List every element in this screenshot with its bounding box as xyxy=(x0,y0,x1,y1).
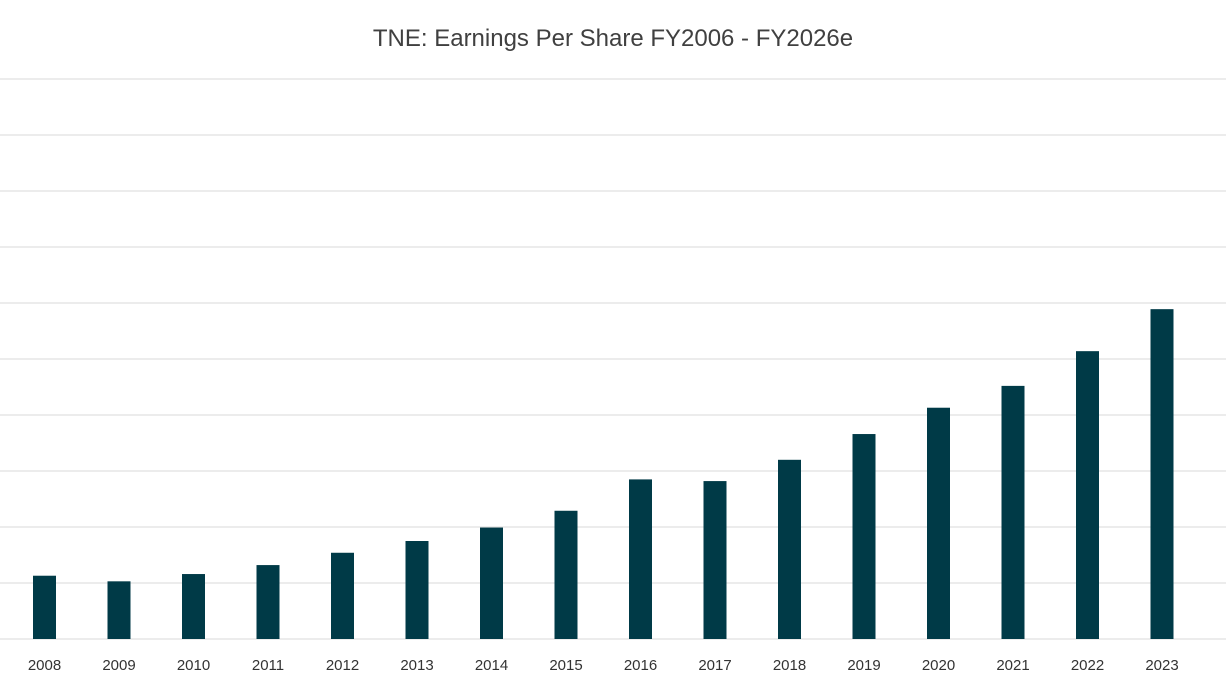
bar-2010 xyxy=(182,574,205,639)
bar-2022 xyxy=(1076,351,1099,639)
x-tick-label-2010: 2010 xyxy=(177,657,210,674)
x-axis-tick-labels: 2008 2009 2010 2011 2012 2013 2014 2015 2016 2017… xyxy=(28,657,1179,674)
bar-2008 xyxy=(33,575,56,639)
bar-2020 xyxy=(927,407,950,639)
bar-2014 xyxy=(480,527,503,639)
x-tick-label-2019: 2019 xyxy=(847,657,880,674)
chart-title: TNE: Earnings Per Share FY2006 - FY2026e xyxy=(373,25,853,52)
bar-2009 xyxy=(107,581,131,639)
bar-2011 xyxy=(256,565,280,639)
bar-2013 xyxy=(405,541,429,639)
x-tick-label-2017: 2017 xyxy=(698,657,731,674)
bar-series xyxy=(33,309,1174,639)
x-tick-label-2012: 2012 xyxy=(326,657,359,674)
x-tick-label-2021: 2021 xyxy=(996,657,1029,674)
x-tick-label-2009: 2009 xyxy=(102,657,135,674)
bar-2023 xyxy=(1150,309,1174,639)
x-tick-label-2014: 2014 xyxy=(475,657,508,674)
bar-2017 xyxy=(703,481,727,639)
x-tick-label-2020: 2020 xyxy=(922,657,955,674)
bar-2019 xyxy=(852,434,876,639)
bar-2021 xyxy=(1001,385,1025,639)
x-tick-label-2013: 2013 xyxy=(400,657,433,674)
x-tick-label-2022: 2022 xyxy=(1071,657,1104,674)
x-tick-label-2015: 2015 xyxy=(549,657,582,674)
gridlines xyxy=(0,78,1226,640)
bar-2016 xyxy=(629,479,652,639)
x-tick-label-2023: 2023 xyxy=(1145,657,1178,674)
bar-2015 xyxy=(554,510,578,639)
bar-2018 xyxy=(778,459,801,639)
x-tick-label-2018: 2018 xyxy=(773,657,806,674)
x-tick-label-2008: 2008 xyxy=(28,657,61,674)
bar-2012 xyxy=(331,552,354,639)
x-tick-label-2016: 2016 xyxy=(624,657,657,674)
x-tick-label-2011: 2011 xyxy=(252,657,284,674)
